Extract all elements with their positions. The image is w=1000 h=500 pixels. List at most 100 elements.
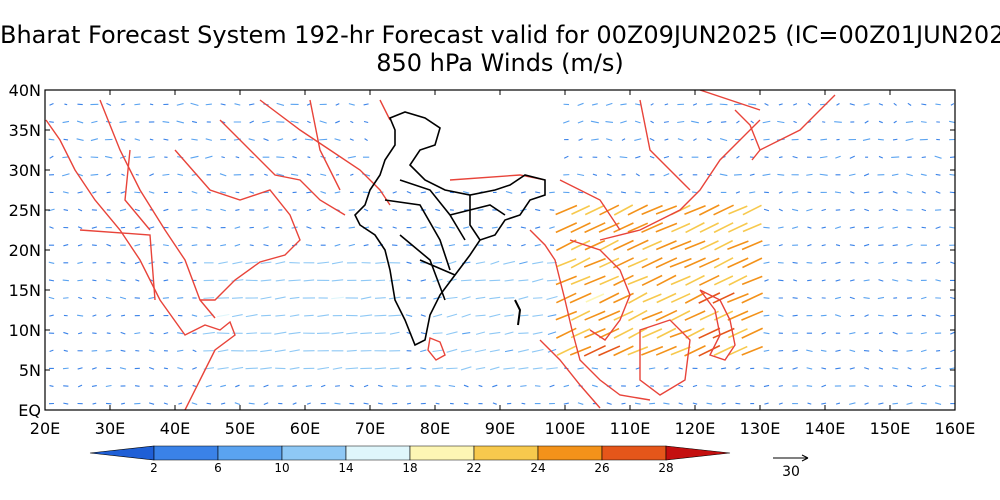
wind-vector bbox=[656, 274, 677, 287]
wind-vector bbox=[432, 349, 443, 353]
wind-vector bbox=[649, 402, 656, 405]
wind-vector bbox=[105, 279, 112, 282]
wind-vector bbox=[664, 103, 669, 106]
wind-vector bbox=[177, 367, 184, 370]
india-outline bbox=[354, 111, 546, 347]
wind-vector bbox=[77, 226, 83, 229]
wind-vector bbox=[91, 226, 98, 229]
wind-vector bbox=[260, 261, 272, 265]
wind-vector bbox=[599, 292, 620, 304]
wind-vector bbox=[699, 257, 720, 269]
wind-vector bbox=[448, 384, 456, 388]
wind-vector bbox=[655, 309, 678, 322]
wind-vector bbox=[249, 120, 255, 124]
wind-vector bbox=[850, 191, 855, 194]
wind-vector bbox=[163, 279, 169, 282]
wind-vector bbox=[78, 156, 82, 159]
wind-vector bbox=[720, 121, 727, 123]
wind-vector bbox=[106, 191, 111, 194]
wind-vector bbox=[863, 173, 870, 177]
wind-vector bbox=[578, 191, 584, 194]
wind-vector bbox=[249, 244, 254, 247]
wind-vector bbox=[585, 293, 605, 303]
wind-vector bbox=[735, 367, 741, 370]
colorbar-swatch bbox=[601, 445, 667, 461]
wind-vector bbox=[864, 367, 870, 370]
wind-vector bbox=[669, 257, 692, 268]
wind-vector bbox=[406, 402, 412, 405]
wind-vector bbox=[821, 402, 827, 405]
wind-vector bbox=[549, 384, 555, 388]
wind-vector bbox=[134, 385, 140, 387]
wind-vector bbox=[520, 226, 527, 229]
wind-vector bbox=[735, 402, 741, 405]
wind-vector bbox=[741, 240, 763, 251]
wind-vector bbox=[106, 243, 112, 247]
wind-vector bbox=[778, 208, 783, 212]
wind-vector bbox=[834, 226, 842, 230]
wind-vector bbox=[134, 243, 141, 247]
wind-vector bbox=[532, 314, 544, 317]
wind-vector bbox=[246, 332, 258, 335]
wind-vector bbox=[220, 208, 226, 212]
wind-vector bbox=[331, 261, 344, 265]
wind-vector bbox=[178, 402, 183, 405]
wind-vector bbox=[634, 191, 641, 194]
wind-vector bbox=[921, 296, 927, 300]
wind-vector bbox=[121, 103, 125, 106]
wind-vector bbox=[821, 384, 827, 388]
wind-vector bbox=[620, 103, 627, 106]
wind-vector bbox=[231, 297, 243, 299]
wind-vector bbox=[713, 204, 734, 216]
wind-vector bbox=[148, 402, 155, 405]
wind-vector bbox=[77, 314, 84, 317]
colorbar-label: 22 bbox=[466, 461, 481, 475]
wind-vector bbox=[635, 384, 640, 388]
wind-vector bbox=[348, 243, 356, 247]
wind-vector bbox=[849, 402, 856, 405]
wind-vector bbox=[819, 173, 828, 176]
wind-vector bbox=[627, 204, 649, 216]
wind-vector bbox=[807, 402, 812, 405]
wind-vector bbox=[670, 292, 691, 304]
wind-vector bbox=[835, 314, 841, 318]
wind-vector bbox=[62, 191, 69, 194]
wind-vector bbox=[670, 346, 691, 356]
wind-vector bbox=[49, 155, 54, 159]
wind-vector bbox=[249, 191, 255, 194]
wind-vector bbox=[374, 314, 387, 317]
persian-gulf-coastline bbox=[219, 119, 346, 216]
wind-vector bbox=[935, 173, 941, 176]
wind-vector bbox=[905, 120, 914, 124]
red-sea-coastline bbox=[99, 99, 216, 319]
wind-vector bbox=[806, 385, 813, 387]
wind-vector bbox=[374, 297, 386, 299]
lon-tick-label: 30E bbox=[95, 419, 125, 438]
indochina-coastline bbox=[569, 239, 631, 341]
wind-vector bbox=[905, 138, 914, 142]
wind-vector bbox=[606, 402, 612, 405]
wind-vector bbox=[120, 331, 126, 335]
wind-vector bbox=[420, 349, 427, 353]
wind-vector bbox=[728, 222, 748, 233]
wind-vector bbox=[578, 138, 583, 141]
wind-vector bbox=[77, 367, 83, 370]
wind-vector bbox=[893, 120, 897, 124]
wind-vector bbox=[292, 385, 297, 387]
wind-vector bbox=[345, 367, 359, 370]
wind-vector bbox=[906, 243, 913, 247]
wind-vector bbox=[120, 279, 126, 282]
wind-vector bbox=[727, 292, 749, 304]
wind-vector bbox=[669, 240, 692, 251]
wind-vector bbox=[149, 314, 155, 317]
wind-vector bbox=[432, 332, 443, 335]
wind-vector bbox=[599, 275, 620, 286]
wind-vector bbox=[475, 366, 486, 370]
wind-vector bbox=[446, 331, 458, 336]
wind-vector bbox=[736, 155, 740, 159]
lon-tick-label: 120E bbox=[675, 419, 716, 438]
wind-vector bbox=[90, 138, 99, 142]
wind-vector bbox=[347, 155, 356, 159]
wind-vector bbox=[698, 204, 720, 216]
wind-vector bbox=[518, 279, 529, 282]
